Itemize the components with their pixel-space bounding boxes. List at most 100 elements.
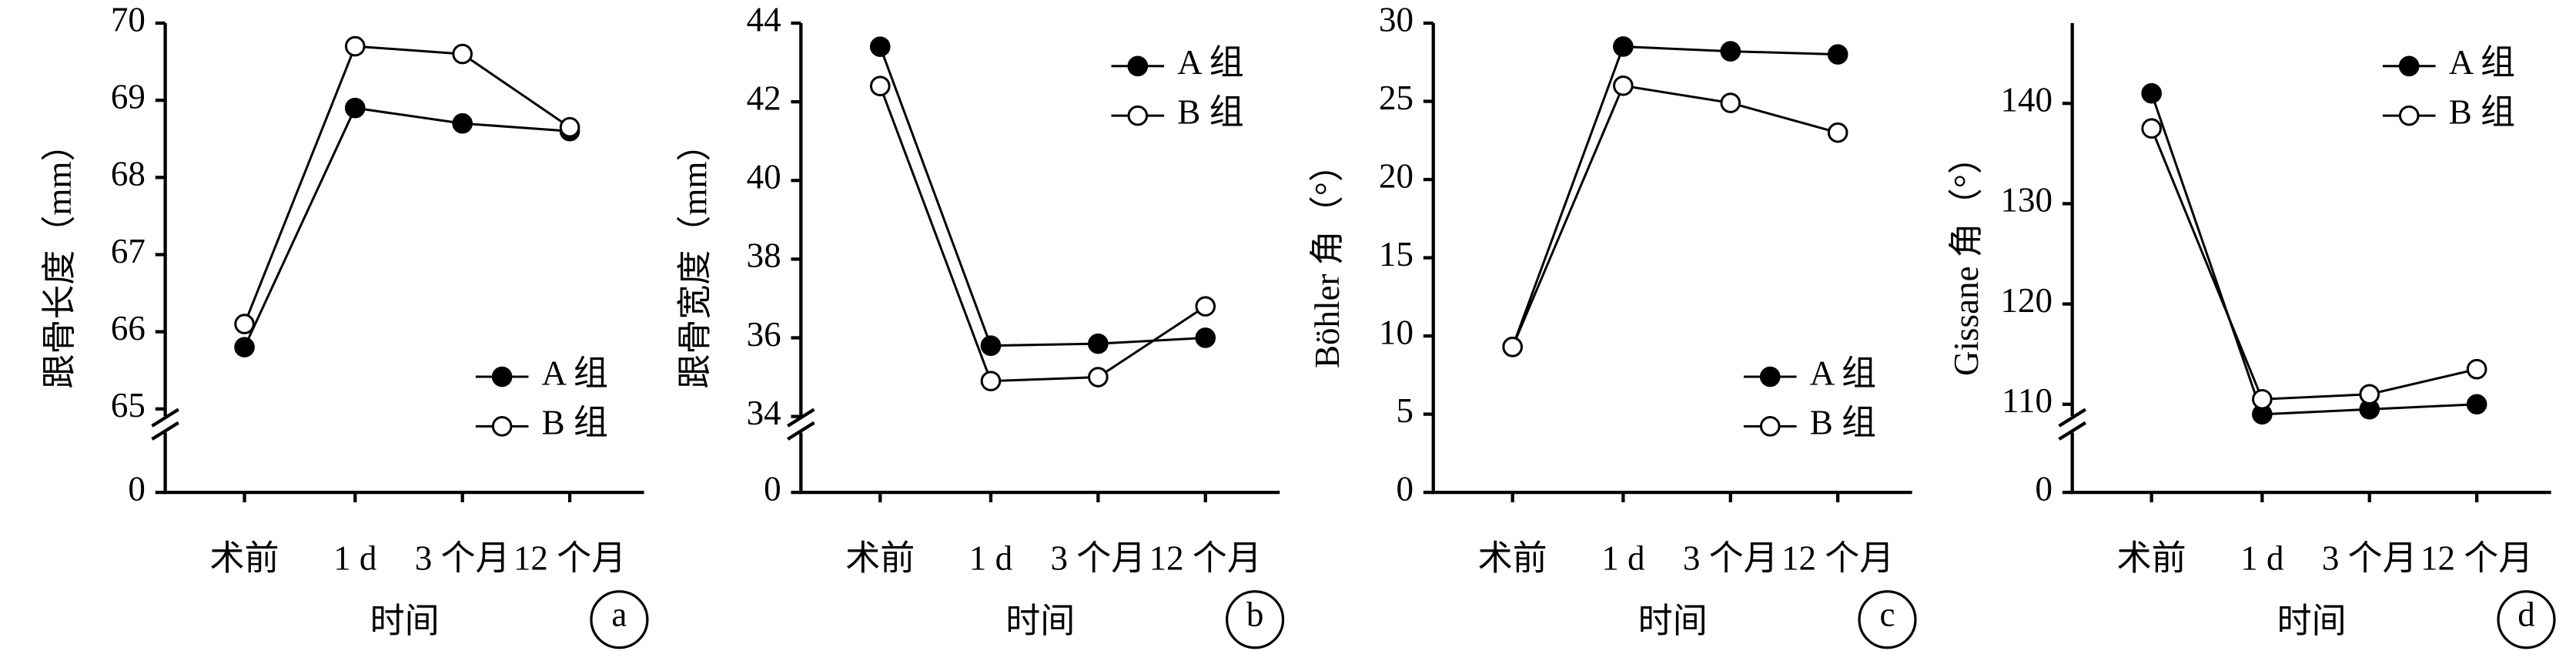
point <box>559 116 580 138</box>
y-tick-label: 0 <box>128 469 146 508</box>
panel-badge <box>590 590 649 649</box>
panel-badge <box>1858 590 1917 649</box>
point <box>1827 122 1848 143</box>
point <box>2252 388 2273 410</box>
axis-break <box>151 408 179 428</box>
point <box>344 97 366 119</box>
axis-break <box>2058 421 2087 441</box>
x-tick-label: 术前 <box>2117 539 2186 578</box>
legend-marker <box>1759 416 1781 437</box>
point <box>2466 394 2487 415</box>
point <box>1502 336 1523 357</box>
y-tick-label: 0 <box>764 469 781 508</box>
point <box>2141 82 2162 104</box>
legend-label: B 组 <box>1810 404 1876 442</box>
series-line <box>1511 84 1838 347</box>
axes <box>2070 23 2551 495</box>
y-tick-label: 20 <box>1379 156 1413 195</box>
y-tick-label: 30 <box>1379 0 1413 39</box>
series-line <box>2150 128 2477 401</box>
x-tick-label: 12 个月 <box>1781 539 1894 578</box>
x-tick-label: 1 d <box>969 539 1012 578</box>
axis-break <box>787 408 815 428</box>
x-tick-label: 12 个月 <box>1149 539 1262 578</box>
legend-label: A 组 <box>1177 43 1243 82</box>
point <box>1088 367 1109 388</box>
legend-marker <box>2398 55 2420 77</box>
series-line <box>243 106 570 348</box>
series-line <box>243 45 570 325</box>
x-tick-label: 术前 <box>1478 539 1547 578</box>
legend-marker <box>491 366 513 388</box>
y-tick-label: 68 <box>111 155 146 193</box>
y-tick-label: 0 <box>2035 469 2052 508</box>
x-axis-label: 时间 <box>1638 602 1708 640</box>
point <box>1613 75 1634 96</box>
x-axis-label: 时间 <box>1005 602 1075 640</box>
axis-break <box>151 421 179 441</box>
y-tick-label: 5 <box>1396 391 1413 430</box>
y-tick-label: 38 <box>747 237 781 275</box>
point <box>452 112 473 134</box>
y-tick-label: 110 <box>2002 381 2052 420</box>
legend-label: A 组 <box>1810 354 1876 392</box>
point <box>234 314 255 334</box>
series-line <box>1511 45 1838 347</box>
legend-label: A 组 <box>542 354 608 392</box>
y-tick-label: 40 <box>747 158 781 196</box>
y-axis-label: 跟骨宽度（mm） <box>676 127 714 389</box>
y-tick-label: 67 <box>111 232 146 270</box>
legend-label: B 组 <box>2449 92 2515 131</box>
legend-marker <box>1127 105 1149 126</box>
point <box>1088 333 1109 354</box>
y-tick-label: 70 <box>111 0 146 39</box>
panel-label: b <box>1246 595 1264 633</box>
panel-label: d <box>2517 595 2535 633</box>
axis-break <box>787 421 815 441</box>
series-line <box>878 46 1206 347</box>
x-tick-label: 3 个月 <box>2322 539 2417 578</box>
point <box>1613 36 1634 57</box>
legend-marker <box>2398 105 2420 126</box>
series-line <box>878 86 1206 383</box>
y-tick-label: 66 <box>111 309 146 347</box>
y-tick-label: 15 <box>1379 235 1413 273</box>
point <box>344 35 366 57</box>
y-tick-label: 25 <box>1379 79 1413 117</box>
panel-label: a <box>611 595 627 633</box>
panel-label: c <box>1880 595 1895 633</box>
panel-badge <box>2497 590 2556 649</box>
x-tick-label: 12 个月 <box>2420 539 2533 578</box>
x-tick-label: 术前 <box>210 539 279 578</box>
x-tick-label: 1 d <box>333 539 376 578</box>
legend-marker <box>1127 55 1149 77</box>
point <box>1720 92 1741 113</box>
point <box>452 43 473 65</box>
y-tick-label: 140 <box>2000 81 2052 119</box>
x-tick-label: 3 个月 <box>1683 539 1778 578</box>
x-tick-label: 3 个月 <box>415 539 510 578</box>
axis-break <box>2058 408 2087 428</box>
legend-marker <box>1759 366 1781 388</box>
y-tick-label: 36 <box>747 315 781 354</box>
point <box>1827 44 1848 65</box>
y-axis-label: Gissane 角（°） <box>1947 139 1986 376</box>
point <box>1195 296 1216 317</box>
x-tick-label: 1 d <box>2240 539 2283 578</box>
x-tick-label: 12 个月 <box>514 539 626 578</box>
y-axis-label: Böhler 角（°） <box>1308 147 1347 368</box>
point <box>980 371 1002 391</box>
x-tick-label: 3 个月 <box>1050 539 1146 578</box>
y-tick-label: 0 <box>1396 469 1413 508</box>
y-tick-label: 34 <box>747 394 781 432</box>
x-axis-label: 时间 <box>370 602 440 640</box>
series-line <box>2150 92 2477 416</box>
axes <box>799 23 1280 495</box>
y-tick-label: 10 <box>1379 313 1413 351</box>
legend-label: A 组 <box>2449 43 2515 82</box>
